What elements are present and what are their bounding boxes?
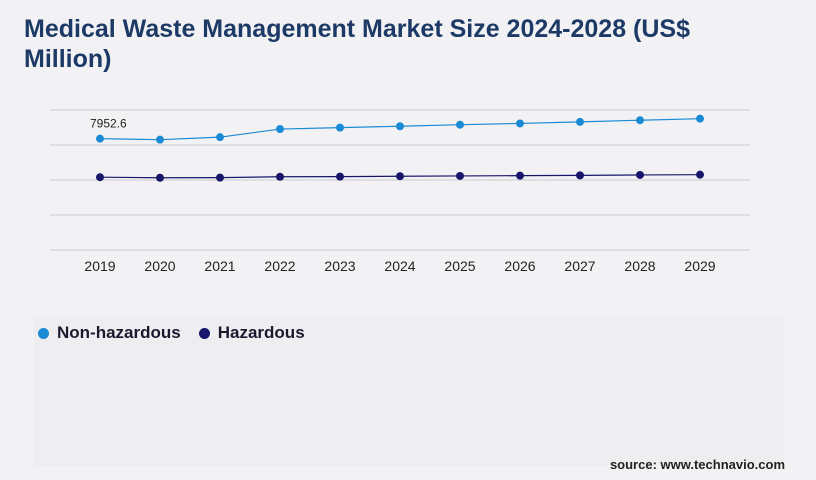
data-label: 7952.6	[90, 117, 127, 131]
data-point	[636, 116, 644, 125]
x-tick-label: 2029	[684, 258, 715, 274]
x-tick-label: 2019	[84, 258, 115, 274]
data-point	[96, 134, 104, 143]
legend-marker-icon	[38, 327, 49, 339]
data-point	[516, 119, 524, 128]
x-axis-ticks: 2019 2020 2021 2022 2023 2024 2025 2026 2027 2028…	[84, 258, 715, 274]
data-point	[456, 120, 464, 129]
data-point	[576, 171, 584, 180]
data-point	[336, 172, 344, 181]
series-non-hazardous: 7952.6	[90, 114, 704, 144]
data-point	[456, 171, 464, 180]
legend-item-non-hazardous: Non-hazardous	[38, 323, 181, 343]
data-point	[96, 173, 104, 182]
chart-title: Medical Waste Management Market Size 202…	[24, 15, 691, 73]
series-hazardous	[96, 170, 704, 182]
data-point	[636, 170, 644, 179]
x-tick-label: 2027	[564, 258, 595, 274]
x-tick-label: 2026	[504, 258, 535, 274]
x-tick-label: 2023	[324, 258, 355, 274]
data-point	[336, 123, 344, 132]
data-point	[396, 122, 404, 131]
x-tick-label: 2024	[384, 258, 415, 274]
x-tick-label: 2022	[264, 258, 295, 274]
data-point	[156, 135, 164, 144]
legend: Non-hazardous Hazardous	[38, 323, 323, 343]
data-point	[696, 170, 704, 179]
legend-label: Non-hazardous	[57, 323, 181, 342]
data-point	[576, 117, 584, 126]
legend-panel	[34, 316, 784, 466]
legend-item-hazardous: Hazardous	[198, 323, 305, 343]
x-tick-label: 2020	[144, 258, 175, 274]
source-credit: source: www.technavio.com	[609, 457, 785, 472]
legend-marker-icon	[198, 327, 210, 339]
x-tick-label: 2021	[204, 258, 235, 274]
data-point	[156, 173, 164, 182]
data-point	[276, 172, 284, 181]
x-tick-label: 2025	[444, 258, 475, 274]
data-point	[516, 171, 524, 180]
x-tick-label: 2028	[624, 258, 655, 274]
data-point	[216, 133, 224, 142]
gridlines	[50, 109, 750, 251]
data-point	[216, 173, 224, 182]
data-point	[396, 172, 404, 181]
data-point	[276, 125, 284, 134]
series-group: 7952.6	[90, 114, 704, 182]
legend-label: Hazardous	[217, 323, 305, 342]
data-point	[696, 114, 704, 123]
